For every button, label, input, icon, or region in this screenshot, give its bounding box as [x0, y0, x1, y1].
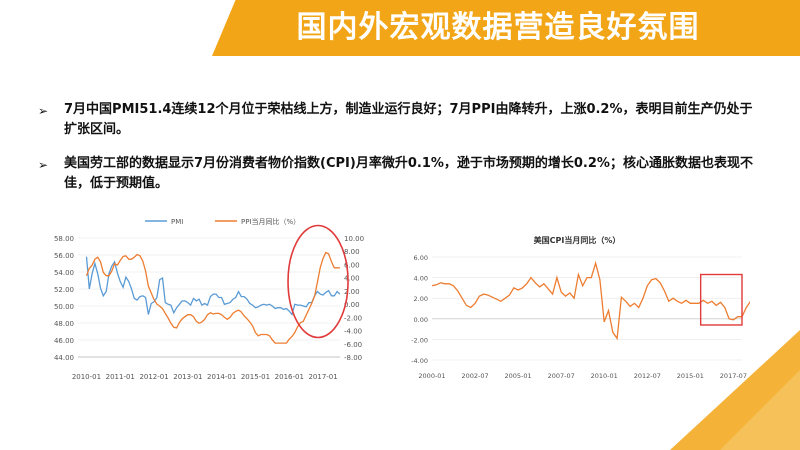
x-tick-label: 2017-07 [720, 372, 747, 380]
y-left-tick-label: 56.00 [54, 252, 74, 260]
x-tick-label: 2015-01 [241, 373, 270, 381]
y-left-tick-label: 54.00 [54, 269, 74, 277]
series-line [85, 256, 341, 316]
x-tick-label: 2015-01 [677, 372, 704, 380]
arrow-bullet-icon: ➢ [38, 104, 49, 118]
x-tick-label: 2010-01 [591, 372, 618, 380]
y-right-tick-label: 0.00 [344, 301, 360, 309]
y-right-tick-label: 2.00 [344, 288, 360, 296]
x-tick-label: 2012-07 [634, 372, 661, 380]
y-left-tick-label: 50.00 [54, 303, 74, 311]
x-tick-label: 2011-01 [106, 373, 135, 381]
y-tick-label: -4.00 [411, 357, 428, 365]
y-left-tick-label: 52.00 [54, 286, 74, 294]
y-right-tick-label: 6.00 [344, 261, 360, 269]
x-tick-label: 2016-01 [275, 373, 304, 381]
x-tick-label: 2007-07 [548, 372, 575, 380]
series-line [85, 251, 340, 344]
pmi-ppi-chart: PMI PPI当月同比（%） 58.00 56.00 54.00 52.00 50.00 48… [54, 217, 364, 381]
bullet-list: ➢ 7月中国PMI51.4连续12个月位于荣枯线上方，制造业运行良好；7月PPI… [38, 100, 758, 208]
x-tick-label: 2012-01 [139, 373, 168, 381]
y-left-tick-label: 58.00 [54, 235, 74, 243]
legend-label: PPI当月同比（%） [241, 217, 300, 226]
y-tick-label: 0.00 [414, 316, 428, 324]
x-tick-label: 2010-01 [72, 373, 101, 381]
y-right-tick-label: 4.00 [344, 275, 360, 283]
x-tick-label: 2005-01 [505, 372, 532, 380]
slide-title: 国内外宏观数据营造良好氛围 [296, 10, 700, 45]
highlight-rectangle [699, 273, 743, 326]
y-right-tick-label: -8.00 [344, 354, 362, 362]
x-tick-label: 2000-01 [418, 372, 445, 380]
series-line [431, 260, 750, 341]
bullet-item: ➢ 美国劳工部的数据显示7月份消费者物价指数(CPI)月率微升0.1%，逊于市场… [38, 154, 758, 194]
x-tick-label: 2002-07 [461, 372, 488, 380]
y-tick-label: 2.00 [414, 295, 428, 303]
x-tick-label: 2013-01 [173, 373, 202, 381]
y-left-tick-label: 46.00 [54, 337, 74, 345]
bullet-item: ➢ 7月中国PMI51.4连续12个月位于荣枯线上方，制造业运行良好；7月PPI… [38, 100, 758, 140]
arrow-bullet-icon: ➢ [38, 158, 49, 172]
y-right-tick-label: -6.00 [344, 341, 362, 349]
y-tick-label: -2.00 [411, 336, 428, 344]
y-left-tick-label: 48.00 [54, 320, 74, 328]
highlight-ellipse [287, 224, 349, 339]
bullet-text: 美国劳工部的数据显示7月份消费者物价指数(CPI)月率微升0.1%，逊于市场预期… [64, 156, 753, 191]
corner-accent [670, 330, 800, 450]
y-tick-label: 4.00 [414, 275, 428, 283]
y-right-tick-label: -4.00 [344, 328, 362, 336]
y-right-tick-label: 8.00 [344, 248, 360, 256]
x-tick-label: 2017-01 [308, 373, 337, 381]
y-left-tick-label: 44.00 [54, 354, 74, 362]
y-tick-label: 6.00 [414, 254, 428, 262]
chart-title: 美国CPI当月同比（%） [534, 235, 621, 245]
x-tick-label: 2014-01 [207, 373, 236, 381]
y-right-tick-label: -2.00 [344, 314, 362, 322]
title-banner [212, 0, 800, 56]
bullet-text: 7月中国PMI51.4连续12个月位于荣枯线上方，制造业运行良好；7月PPI由降… [64, 102, 753, 137]
us-cpi-chart: 美国CPI当月同比（%） 6.00 4.00 2.00 0.00 -2.00 -4.00 20… [411, 235, 750, 380]
legend-label: PMI [171, 218, 183, 226]
y-right-tick-label: 10.00 [344, 235, 364, 243]
